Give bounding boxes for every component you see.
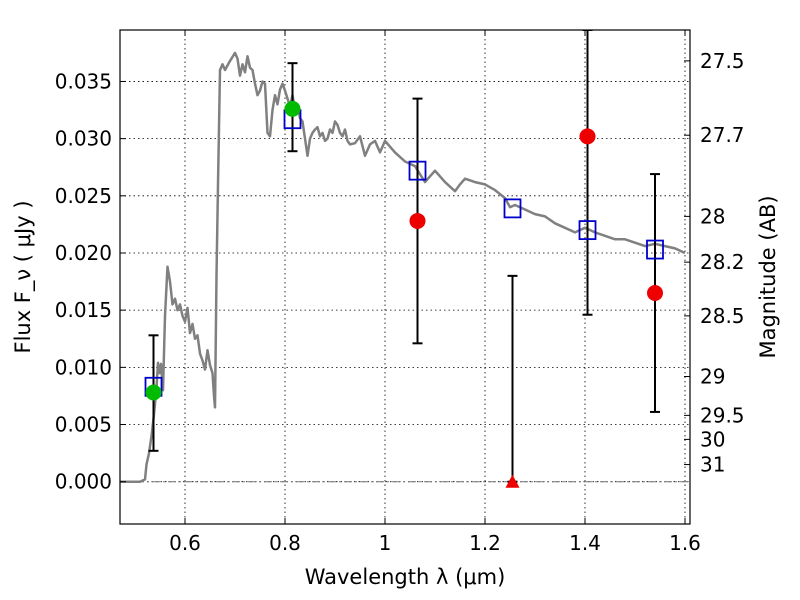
x-tick-label: 1.2 [469, 531, 501, 555]
model-photometry-square [408, 160, 427, 181]
upper-limit-triangle [505, 474, 520, 488]
axis-ticks [120, 30, 690, 524]
nir-data-point [579, 128, 596, 145]
tick-labels: 0.6 0.8 1 1.2 1.4 1.6 0.000 0.005 0.010 0.015 0.02… [55, 49, 745, 555]
nir-data-point [409, 212, 426, 229]
plot-frame [119, 29, 691, 525]
y-tick-label: 0.010 [55, 355, 112, 379]
x-tick-label: 1.4 [569, 531, 601, 555]
x-axis-title: Wavelength λ (μm) [305, 565, 506, 589]
right-tick-label: 29.5 [700, 403, 745, 427]
y-tick-label: 0.025 [55, 184, 112, 208]
model-photometry-square [578, 220, 597, 241]
x-tick-label: 0.6 [169, 531, 201, 555]
x-tick-label: 1 [379, 531, 392, 555]
data-series [120, 30, 690, 488]
y-tick-label: 0.030 [55, 127, 112, 151]
right-tick-label: 31 [700, 453, 725, 477]
right-tick-label: 28.2 [700, 250, 745, 274]
right-tick-label: 28.5 [700, 304, 745, 328]
y-axis-title: Flux F_ν ( μJy ) [11, 200, 36, 353]
x-tick-label: 0.8 [269, 531, 301, 555]
right-tick-label: 27.5 [700, 49, 745, 73]
y-tick-label: 0.000 [55, 470, 112, 494]
optical-data-point [145, 384, 162, 401]
optical-data-point [284, 100, 301, 117]
right-tick-label: 29 [700, 364, 725, 388]
right-tick-label: 28 [700, 204, 725, 228]
y-tick-label: 0.020 [55, 241, 112, 265]
y-tick-label: 0.015 [55, 298, 112, 322]
right-tick-label: 30 [700, 427, 725, 451]
right-tick-label: 27.7 [700, 123, 745, 147]
y-tick-label: 0.005 [55, 413, 112, 437]
y-tick-label: 0.035 [55, 69, 112, 93]
nir-data-point [647, 285, 663, 302]
model-photometry-square [646, 239, 664, 260]
x-tick-label: 1.6 [669, 531, 701, 555]
y-axis-right-title: Magnitude (AB) [756, 195, 780, 358]
model-photometry-square [503, 198, 522, 219]
